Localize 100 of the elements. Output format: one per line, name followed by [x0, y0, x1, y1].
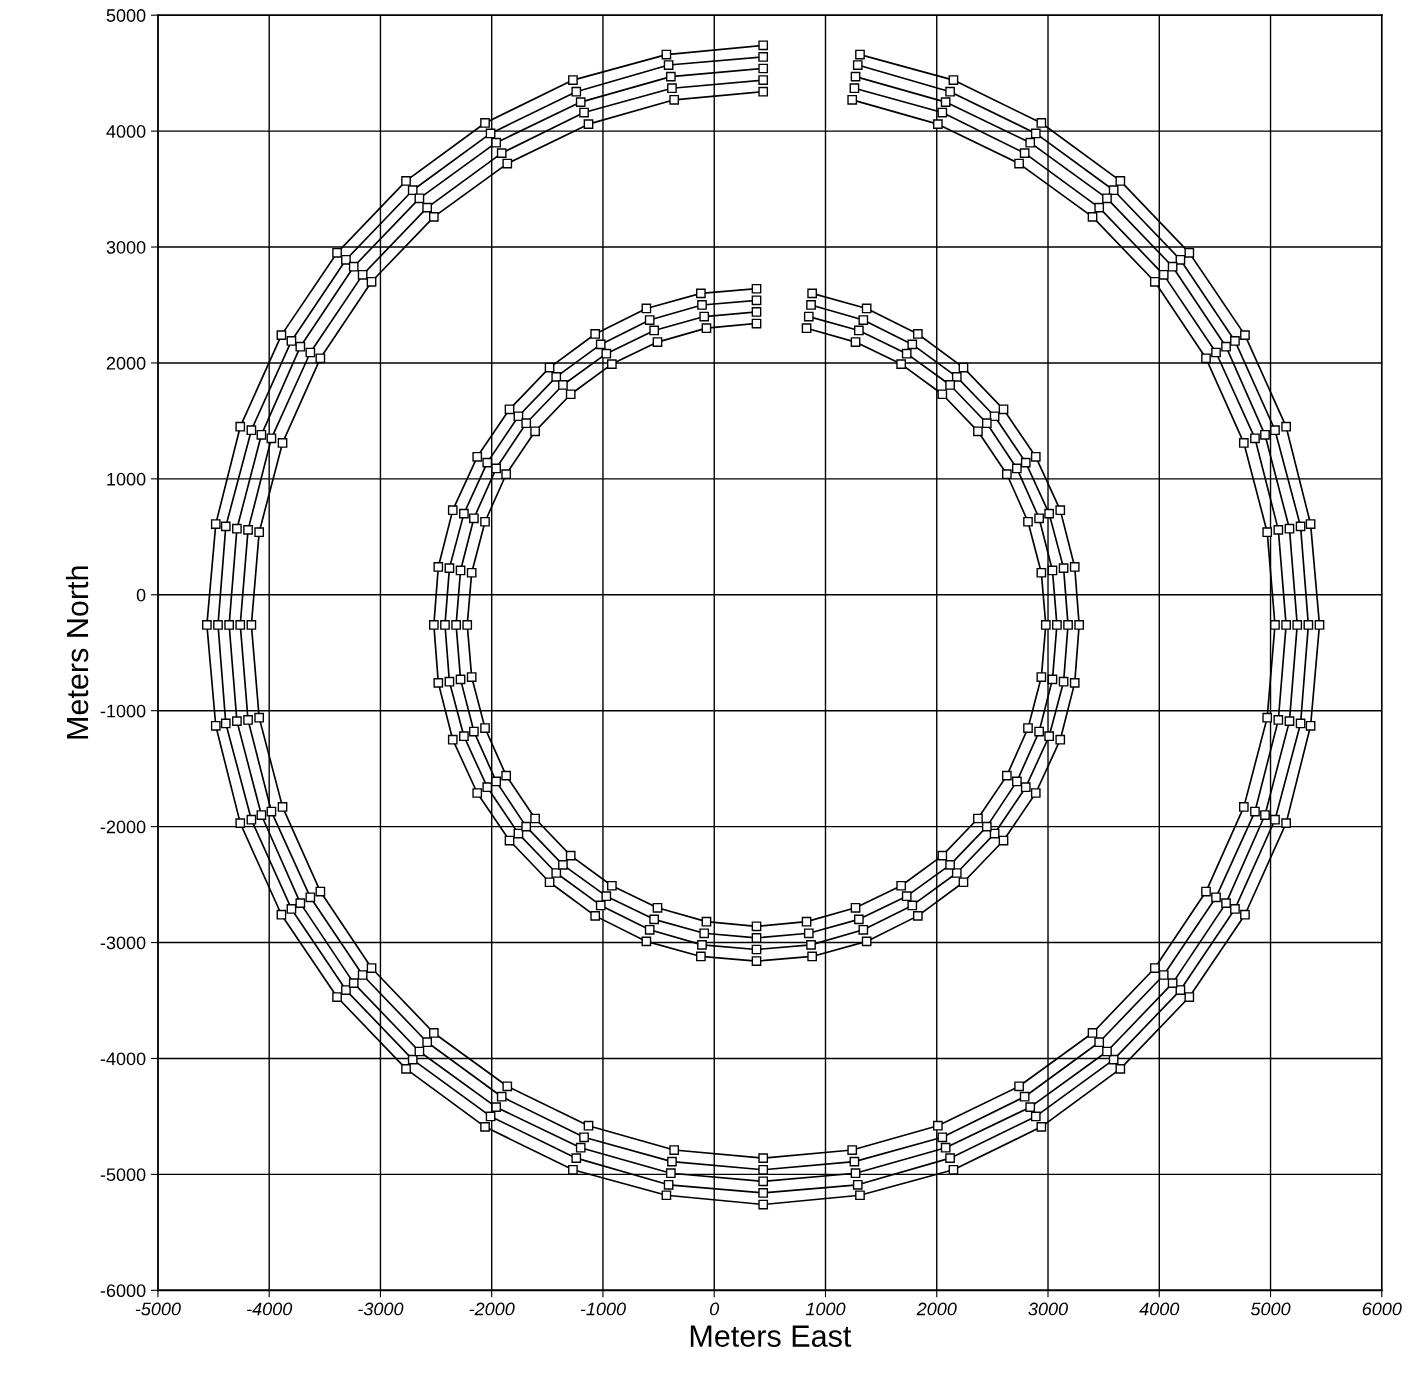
- point: [407, 185, 418, 196]
- point: [855, 1190, 865, 1201]
- point: [948, 1164, 959, 1175]
- point: [348, 978, 359, 988]
- point: [558, 860, 568, 870]
- point: [1284, 716, 1295, 726]
- point: [305, 347, 316, 358]
- point: [901, 348, 912, 359]
- point: [641, 303, 652, 314]
- point: [1108, 185, 1119, 196]
- point: [850, 902, 861, 913]
- point: [1201, 886, 1211, 897]
- point: [1034, 726, 1044, 737]
- x-tick-label: 3000: [1028, 1302, 1068, 1316]
- point: [803, 928, 814, 939]
- point: [701, 916, 712, 927]
- point: [401, 1064, 411, 1074]
- point: [951, 371, 962, 382]
- point: [758, 1153, 769, 1164]
- point: [1284, 523, 1295, 534]
- point: [1001, 469, 1012, 480]
- point: [235, 818, 246, 829]
- point: [1230, 904, 1240, 914]
- point: [1250, 433, 1260, 444]
- point: [451, 620, 461, 630]
- point: [1001, 770, 1012, 781]
- point: [940, 1142, 951, 1153]
- point: [854, 325, 864, 336]
- point: [607, 880, 617, 891]
- point: [644, 924, 655, 935]
- y-tick-label: 5000: [106, 9, 146, 22]
- y-tick-label: 2000: [106, 356, 146, 370]
- point: [1034, 513, 1044, 524]
- point: [1262, 712, 1273, 723]
- point: [433, 678, 444, 688]
- point: [480, 516, 490, 527]
- point: [357, 970, 368, 980]
- point: [1044, 508, 1054, 519]
- point: [1036, 672, 1047, 682]
- point: [907, 900, 918, 911]
- point: [696, 951, 706, 962]
- point: [699, 311, 710, 322]
- point: [571, 1153, 582, 1164]
- point: [852, 60, 863, 70]
- x-tick-label: -3000: [358, 1302, 404, 1316]
- point: [414, 193, 425, 204]
- point: [256, 810, 267, 820]
- point: [661, 1190, 672, 1201]
- point: [266, 433, 277, 444]
- x-tick-label: 4000: [1139, 1302, 1180, 1316]
- point: [1184, 247, 1195, 258]
- point: [1211, 892, 1221, 903]
- point: [466, 672, 477, 682]
- point: [803, 311, 814, 322]
- point: [202, 620, 212, 630]
- point: [243, 525, 253, 535]
- point: [295, 898, 306, 908]
- point: [1115, 1064, 1126, 1074]
- x-tick-label: 2000: [916, 1302, 957, 1316]
- point: [933, 1120, 943, 1131]
- point: [758, 63, 769, 74]
- point: [595, 339, 606, 350]
- point: [544, 877, 555, 888]
- point: [480, 118, 490, 128]
- point: [496, 148, 507, 158]
- point: [341, 985, 351, 995]
- point: [1238, 802, 1249, 812]
- point: [254, 527, 265, 538]
- point: [1115, 176, 1126, 186]
- point: [1108, 1054, 1119, 1065]
- point: [1011, 463, 1022, 474]
- point: [422, 1037, 433, 1048]
- point: [366, 276, 377, 287]
- y-tick-label: 0: [136, 588, 146, 602]
- point: [1014, 158, 1024, 169]
- point: [565, 850, 576, 861]
- point: [295, 341, 306, 352]
- point: [948, 75, 959, 85]
- point: [502, 1081, 513, 1092]
- point: [1020, 782, 1031, 793]
- point: [466, 567, 477, 578]
- point: [1184, 992, 1195, 1002]
- point: [480, 723, 490, 733]
- point: [1175, 985, 1186, 995]
- x-tick-label: -4000: [247, 1302, 293, 1316]
- point: [440, 620, 450, 630]
- point: [428, 1028, 439, 1038]
- x-axis-title: Meters East: [690, 1325, 852, 1347]
- point: [1023, 516, 1033, 527]
- point: [937, 1132, 948, 1143]
- point: [551, 868, 562, 878]
- point: [1055, 734, 1066, 745]
- point: [1292, 620, 1303, 630]
- point: [1281, 620, 1291, 630]
- point: [850, 337, 861, 347]
- point: [855, 49, 865, 60]
- point: [1167, 978, 1178, 988]
- point: [579, 1132, 589, 1143]
- point: [973, 813, 983, 824]
- point: [652, 337, 663, 347]
